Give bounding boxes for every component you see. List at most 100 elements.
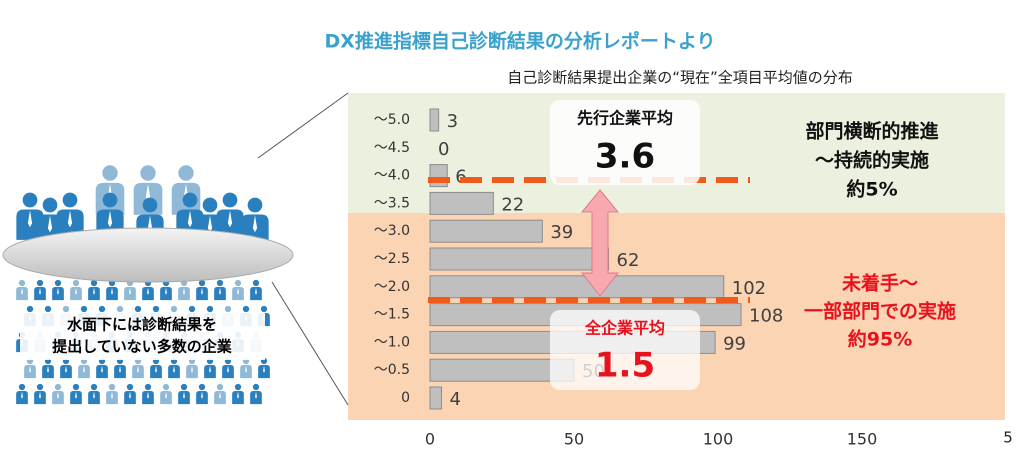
person-head (216, 279, 224, 287)
x-tick-label: 100 (703, 430, 734, 449)
person-head (98, 305, 106, 313)
person-tie (137, 365, 139, 373)
x-tick-label: 150 (847, 430, 878, 449)
person-head (182, 192, 198, 208)
person-head (242, 305, 250, 313)
data-label: 62 (617, 250, 640, 271)
bar (429, 108, 440, 132)
person-tie (237, 391, 239, 399)
person-head (234, 383, 242, 391)
person-tie (101, 365, 103, 373)
person-tie (111, 287, 113, 295)
person-tie (93, 287, 95, 295)
person-head (18, 279, 26, 287)
title: DX推進指標自己診断結果の分析レポートより (324, 30, 715, 53)
caption: 水面下には診断結果を (67, 316, 217, 334)
bar (429, 247, 610, 271)
person-tie (57, 391, 59, 399)
water-surface (2, 227, 294, 283)
y-tick-label: ～3.0 (374, 223, 410, 239)
data-label: 99 (723, 333, 746, 354)
person-tie (219, 391, 221, 399)
side-note: 約95% (848, 328, 912, 351)
person-tie (47, 365, 49, 373)
side-note: 一部部門での実施 (804, 300, 956, 323)
person-head (72, 383, 80, 391)
person-head (18, 383, 26, 391)
y-tick-label: ～3.5 (374, 195, 410, 211)
person-tie (173, 365, 175, 373)
callout-line (257, 92, 349, 159)
callout-line (271, 281, 349, 406)
average-box (550, 310, 700, 390)
person-tie (29, 365, 31, 373)
y-tick-label: ～0.5 (374, 362, 410, 378)
person-head (252, 279, 260, 287)
x-tick-label: 50 (564, 430, 584, 449)
person-head (170, 305, 178, 313)
person-tie (191, 365, 193, 373)
person-tie (39, 391, 41, 399)
person-head (90, 383, 98, 391)
person-head (178, 165, 194, 181)
person-tie (187, 210, 193, 228)
person-head (140, 165, 156, 181)
person-tie (65, 365, 67, 373)
person-head (126, 383, 134, 391)
person-head (144, 383, 152, 391)
person-tie (237, 287, 239, 295)
person-head (116, 305, 124, 313)
person-tie (183, 287, 185, 295)
person-head (142, 197, 158, 213)
person-tie (21, 391, 23, 399)
person-tie (255, 287, 257, 295)
person-head (234, 279, 242, 287)
data-label: 0 (438, 139, 449, 160)
person-head (198, 383, 206, 391)
bar (429, 275, 725, 299)
person-head (180, 383, 188, 391)
bar (429, 219, 543, 243)
y-tick-label: ～1.5 (374, 307, 410, 323)
y-tick-label: ～4.0 (374, 168, 410, 184)
data-label: 3 (447, 111, 458, 132)
person-head (44, 305, 52, 313)
person-head (152, 305, 160, 313)
person-head (54, 383, 62, 391)
person-head (162, 383, 170, 391)
bar (429, 164, 448, 188)
average-value: 1.5 (595, 346, 655, 386)
person-tie (75, 391, 77, 399)
person-tie (119, 365, 121, 373)
person-tie (209, 365, 211, 373)
person-head (134, 305, 142, 313)
person-head (108, 383, 116, 391)
average-label: 先行企業平均 (577, 109, 673, 128)
person-tie (47, 215, 53, 233)
person-tie (263, 365, 265, 373)
person-head (72, 279, 80, 287)
person-head (247, 197, 263, 213)
person-head (102, 165, 118, 181)
person-tie (201, 287, 203, 295)
person-tie (21, 287, 23, 295)
person-tie (207, 215, 213, 233)
person-head (36, 279, 44, 287)
person-tie (155, 365, 157, 373)
people-illustration (16, 165, 270, 405)
person-head (42, 197, 58, 213)
person-head (80, 305, 88, 313)
subtitle: 自己診断結果提出企業の“現在”全項目平均値の分布 (507, 69, 853, 87)
double-arrow (580, 189, 620, 297)
person-tie (227, 365, 229, 373)
person-tie (75, 287, 77, 295)
person-head (26, 305, 34, 313)
person-tie (227, 210, 233, 228)
person-head (62, 192, 78, 208)
person-tie (129, 287, 131, 295)
average-box (550, 100, 700, 185)
side-note: 約5% (846, 178, 897, 201)
person-tie (201, 391, 203, 399)
person-head (216, 383, 224, 391)
